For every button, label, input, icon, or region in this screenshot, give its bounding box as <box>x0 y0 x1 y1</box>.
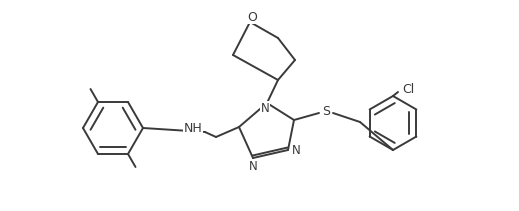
Text: O: O <box>247 11 257 23</box>
Text: N: N <box>261 101 269 115</box>
Text: Cl: Cl <box>402 83 414 96</box>
Text: N: N <box>292 143 301 157</box>
Text: N: N <box>249 160 257 173</box>
Text: S: S <box>322 104 330 118</box>
Text: NH: NH <box>184 123 202 135</box>
